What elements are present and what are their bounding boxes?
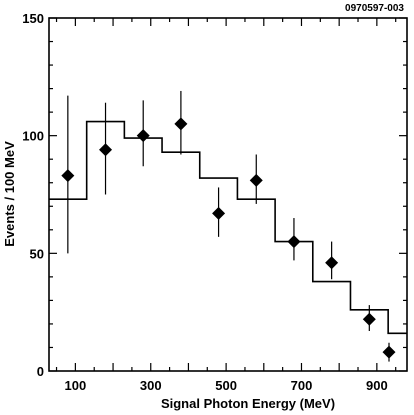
diamond-marker [61,169,75,183]
data-point [249,154,263,204]
histogram-line [49,120,407,335]
x-axis: 100 300 500 700 900 [55,18,397,393]
x-tick-label: 700 [291,378,313,393]
plot-frame [48,17,408,372]
y-axis-label: Events / 100 MeV [2,141,17,247]
x-tick-label: 100 [65,378,87,393]
figure-id: 0970597-003 [345,3,404,14]
y-tick-label: 150 [22,11,44,26]
diamond-marker [174,117,188,131]
y-tick-label: 0 [37,364,44,379]
data-point [212,187,226,237]
diamond-marker [362,312,376,326]
data-point [99,102,113,195]
diamond-marker [99,143,113,157]
x-tick-label: 900 [366,378,388,393]
x-axis-label: Signal Photon Energy (MeV) [161,396,335,411]
diamond-marker [382,345,396,359]
x-tick-label: 300 [140,378,162,393]
y-axis: 0 50 100 150 [22,11,407,379]
data-points [61,90,396,362]
diamond-marker [136,129,150,143]
data-point [136,100,150,167]
data-point [362,305,376,331]
diamond-marker [287,235,301,249]
data-point [174,90,188,155]
y-tick-label: 100 [22,129,44,144]
x-tick-label: 500 [215,378,237,393]
diamond-marker [212,206,226,220]
diamond-marker [249,173,263,187]
data-point [325,241,339,280]
y-tick-label: 50 [30,246,44,261]
diamond-marker [325,256,339,270]
data-point [61,95,75,254]
data-point [382,342,396,362]
data-point [287,218,301,261]
